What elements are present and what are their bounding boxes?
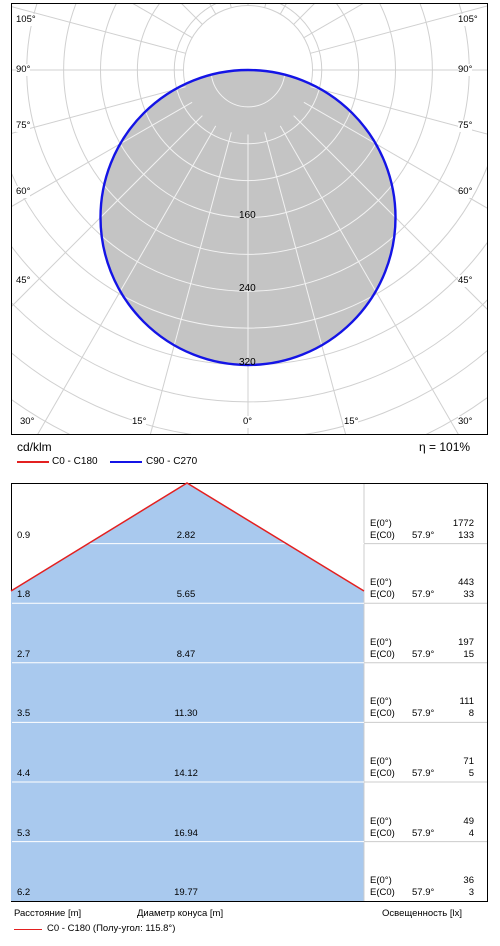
ec0-label: E(C0) — [370, 648, 395, 660]
ec0-angle: 57.9° — [412, 648, 435, 660]
polar-spoke-inner — [100, 115, 203, 218]
cone-legend-label: C0 - C180 (Полу-угол: 115.8°) — [47, 923, 176, 934]
angle-label-right: 75° — [458, 120, 473, 132]
ec0-angle: 57.9° — [412, 887, 435, 899]
cone-distance: 5.3 — [17, 827, 31, 839]
cone-diameter: 11.30 — [174, 708, 198, 720]
cone-diameter: 19.77 — [174, 887, 198, 899]
e0-label: E(0°) — [370, 875, 392, 887]
polar-spoke — [12, 86, 186, 134]
e0-label: E(0°) — [370, 636, 392, 648]
ec0-value: 4 — [468, 827, 474, 839]
ec0-label: E(C0) — [370, 708, 395, 720]
e0-label: E(0°) — [370, 756, 392, 767]
polar-unit-label: cd/klm — [17, 440, 52, 454]
ec0-angle: 57.9° — [412, 768, 435, 779]
angle-label-bottom: 15° — [344, 416, 359, 428]
angle-label-left: 75° — [16, 120, 31, 132]
polar-spoke-inner — [173, 132, 232, 346]
angle-label-right: 30° — [458, 416, 473, 428]
footer-diameter: Диаметр конуса [m] — [137, 908, 224, 919]
cone-distance: 4.4 — [17, 768, 31, 779]
e0-value: 197 — [458, 636, 474, 648]
polar-spoke-inner — [264, 132, 323, 346]
angle-label-left: 60° — [16, 186, 31, 198]
polar-spoke-inner — [293, 115, 396, 218]
angle-label-right: 90° — [458, 64, 473, 76]
polar-spoke — [310, 86, 487, 135]
cone-edge — [10, 482, 365, 592]
ec0-value: 33 — [463, 589, 474, 601]
cone-legend-line — [14, 929, 42, 930]
polar-spoke-inner — [303, 101, 376, 145]
polar-spoke — [310, 5, 487, 54]
ec0-angle: 57.9° — [412, 827, 435, 839]
legend-c90-line — [110, 461, 142, 463]
footer-illuminance: Освещенность [lx] — [382, 908, 462, 919]
e0-value: 49 — [463, 815, 474, 827]
ec0-value: 133 — [458, 529, 474, 541]
cone-distance: 0.9 — [17, 529, 31, 541]
e0-value: 111 — [459, 696, 474, 708]
ec0-value: 3 — [468, 887, 474, 899]
cone-fill — [11, 483, 364, 901]
cone-diameter: 5.65 — [176, 589, 196, 601]
ec0-label: E(C0) — [370, 768, 395, 779]
cone-diameter: 16.94 — [174, 827, 198, 839]
ec0-value: 5 — [468, 768, 474, 779]
radial-label: 320 — [239, 357, 256, 368]
angle-label-bottom: 15° — [132, 416, 147, 428]
ec0-label: E(C0) — [370, 827, 395, 839]
ec0-label: E(C0) — [370, 589, 395, 601]
e0-label: E(0°) — [370, 696, 392, 708]
angle-label-left: 45° — [16, 275, 31, 287]
polar-spoke-inner — [120, 101, 193, 145]
e0-value: 443 — [458, 577, 474, 589]
polar-spoke — [303, 101, 487, 209]
ec0-angle: 57.9° — [412, 708, 435, 720]
cone-diameter: 14.12 — [174, 768, 198, 779]
ec0-angle: 57.9° — [412, 589, 435, 601]
angle-label-left: 30° — [20, 416, 35, 428]
e0-value: 1772 — [452, 517, 474, 529]
ec0-value: 8 — [468, 708, 474, 720]
cone-distance: 1.8 — [17, 589, 31, 601]
polar-spoke-inner — [279, 125, 377, 292]
cone-distance: 3.5 — [17, 708, 31, 720]
efficiency-label: η = 101% — [419, 440, 471, 454]
angle-label-left: 90° — [16, 64, 31, 76]
cone-distance: 6.2 — [17, 887, 31, 899]
radial-label: 240 — [239, 283, 256, 295]
e0-value: 71 — [463, 756, 474, 767]
cone-distance: 2.7 — [17, 648, 31, 660]
angle-label-right: 105° — [458, 14, 478, 26]
legend-c0-label: C0 - C180 — [52, 456, 98, 467]
footer-distance: Расстояние [m] — [14, 908, 82, 919]
cone-diameter: 8.47 — [176, 648, 196, 660]
angle-label-right: 45° — [458, 275, 473, 287]
angle-label-bottom: 0° — [243, 416, 253, 428]
angle-label-left: 105° — [16, 14, 36, 26]
angle-label-right: 60° — [458, 186, 473, 198]
polar-diagram — [11, 3, 488, 435]
ec0-value: 15 — [463, 648, 474, 660]
e0-label: E(0°) — [370, 577, 392, 589]
radial-label: 160 — [239, 209, 256, 221]
polar-spoke-inner — [119, 125, 217, 292]
ec0-label: E(C0) — [370, 887, 395, 899]
ec0-angle: 57.9° — [412, 529, 435, 541]
e0-label: E(0°) — [370, 517, 392, 529]
legend-c0-line — [17, 461, 49, 463]
polar-curve-c90-c270 — [99, 68, 397, 367]
e0-label: E(0°) — [370, 815, 392, 827]
e0-value: 36 — [463, 875, 474, 887]
polar-spoke — [12, 6, 186, 54]
polar-spoke — [12, 101, 193, 207]
legend-c90-label: C90 - C270 — [146, 456, 198, 467]
polar-ring-inner — [210, 70, 286, 108]
ec0-label: E(C0) — [370, 529, 395, 541]
cone-diameter: 2.82 — [176, 529, 196, 541]
